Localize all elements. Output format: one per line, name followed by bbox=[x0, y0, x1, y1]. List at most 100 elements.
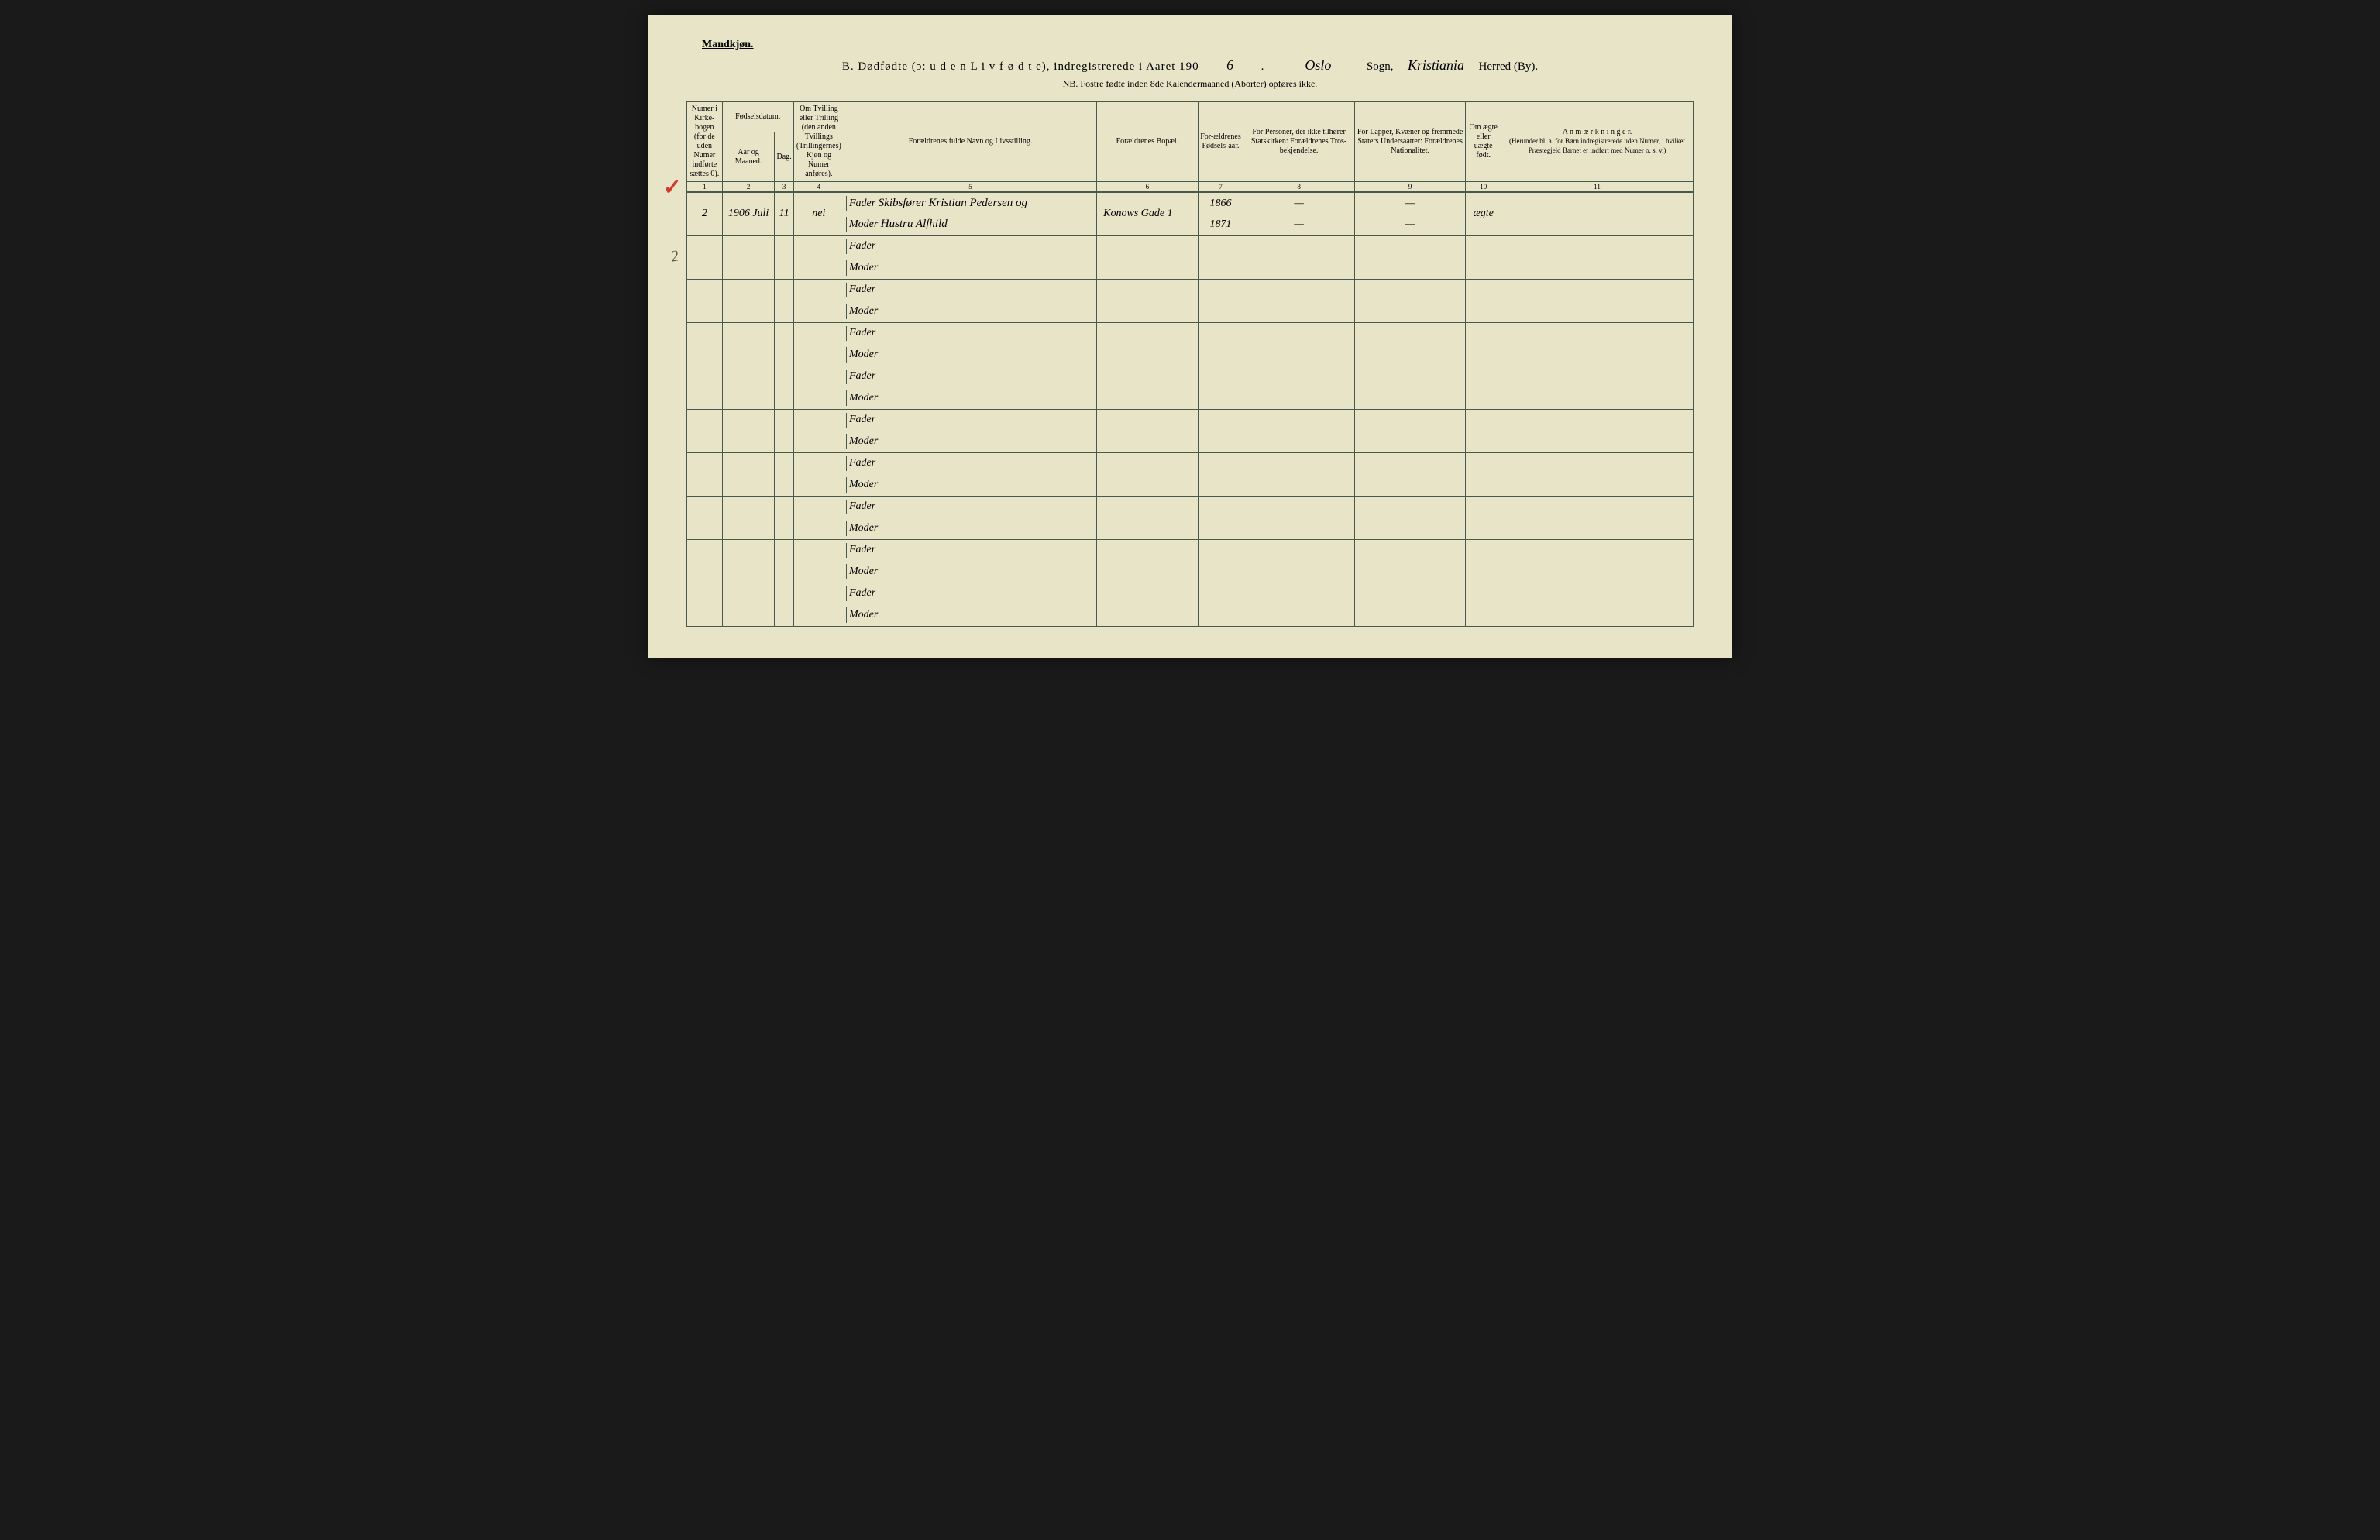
empty-my bbox=[1198, 301, 1243, 322]
empty-fy bbox=[1198, 539, 1243, 561]
empty-num bbox=[687, 452, 723, 496]
empty-c8f bbox=[1243, 279, 1355, 301]
empty-fy bbox=[1198, 235, 1243, 257]
col-11-header: A n m æ r k n i n g e r. (Herunder bl. a… bbox=[1501, 102, 1694, 182]
empty-c9m bbox=[1354, 301, 1466, 322]
empty-remarks bbox=[1501, 409, 1694, 452]
nb-note: NB. Fostre fødte inden 8de Kalendermaane… bbox=[686, 78, 1694, 90]
empty-c8m bbox=[1243, 474, 1355, 496]
empty-my bbox=[1198, 344, 1243, 366]
empty-remarks bbox=[1501, 322, 1694, 366]
colnum-5: 5 bbox=[844, 182, 1096, 193]
red-checkmark-annotation: ✓ bbox=[663, 174, 681, 201]
empty-row-fader: Fader bbox=[687, 496, 1694, 517]
empty-legit bbox=[1466, 366, 1501, 409]
empty-my bbox=[1198, 474, 1243, 496]
empty-my bbox=[1198, 561, 1243, 583]
empty-ym bbox=[722, 279, 775, 322]
empty-c8f bbox=[1243, 322, 1355, 344]
empty-day bbox=[775, 583, 793, 626]
empty-num bbox=[687, 539, 723, 583]
empty-legit bbox=[1466, 452, 1501, 496]
entry-1-fader-cell: Fader Skibsfører Kristian Pedersen og bbox=[844, 192, 1096, 214]
document-page: ✓ 2 Mandkjøn. B. Dødfødte (ɔ: u d e n L … bbox=[648, 15, 1732, 658]
empty-ym bbox=[722, 539, 775, 583]
empty-moder-cell: Moder bbox=[844, 301, 1096, 322]
empty-bopael bbox=[1097, 452, 1198, 496]
empty-num bbox=[687, 279, 723, 322]
empty-twin bbox=[793, 279, 844, 322]
empty-day bbox=[775, 539, 793, 583]
col-10-header: Om ægte eller uægte født. bbox=[1466, 102, 1501, 182]
table-body: 2 1906 Juli 11 nei Fader Skibsfører Kris… bbox=[687, 192, 1694, 626]
empty-legit bbox=[1466, 279, 1501, 322]
empty-remarks bbox=[1501, 539, 1694, 583]
entry-1-legit: ægte bbox=[1466, 192, 1501, 235]
entry-1-moder-name: Hustru Alfhild bbox=[881, 218, 948, 230]
empty-num bbox=[687, 409, 723, 452]
empty-num bbox=[687, 235, 723, 279]
empty-moder-cell: Moder bbox=[844, 474, 1096, 496]
empty-twin bbox=[793, 409, 844, 452]
register-table: Numer i Kirke-bogen (for de uden Numer i… bbox=[686, 101, 1694, 627]
empty-legit bbox=[1466, 496, 1501, 539]
empty-c8f bbox=[1243, 235, 1355, 257]
empty-fader-cell: Fader bbox=[844, 409, 1096, 431]
empty-moder-cell: Moder bbox=[844, 517, 1096, 539]
empty-c9f bbox=[1354, 539, 1466, 561]
empty-my bbox=[1198, 431, 1243, 452]
empty-bopael bbox=[1097, 322, 1198, 366]
empty-bopael bbox=[1097, 583, 1198, 626]
empty-bopael bbox=[1097, 539, 1198, 583]
empty-twin bbox=[793, 452, 844, 496]
herred-value: Kristiania bbox=[1405, 57, 1467, 74]
col-6-header: Forældrenes Bopæl. bbox=[1097, 102, 1198, 182]
empty-fader-cell: Fader bbox=[844, 583, 1096, 604]
empty-fy bbox=[1198, 279, 1243, 301]
empty-moder-cell: Moder bbox=[844, 257, 1096, 279]
empty-day bbox=[775, 366, 793, 409]
empty-row-fader: Fader bbox=[687, 279, 1694, 301]
empty-legit bbox=[1466, 539, 1501, 583]
empty-c9m bbox=[1354, 257, 1466, 279]
empty-c8m bbox=[1243, 257, 1355, 279]
entry-1-c9-f: — bbox=[1354, 192, 1466, 214]
empty-my bbox=[1198, 604, 1243, 626]
fader-label: Fader bbox=[849, 198, 875, 209]
empty-c8m bbox=[1243, 387, 1355, 409]
empty-num bbox=[687, 322, 723, 366]
empty-num bbox=[687, 583, 723, 626]
empty-num bbox=[687, 366, 723, 409]
empty-c9f bbox=[1354, 366, 1466, 387]
entry-1-twin: nei bbox=[793, 192, 844, 235]
empty-legit bbox=[1466, 583, 1501, 626]
empty-row-fader: Fader bbox=[687, 322, 1694, 344]
empty-c8m bbox=[1243, 431, 1355, 452]
empty-c8f bbox=[1243, 496, 1355, 517]
empty-c9f bbox=[1354, 235, 1466, 257]
entry-1-num: 2 bbox=[687, 192, 723, 235]
empty-fader-cell: Fader bbox=[844, 235, 1096, 257]
entry-1-moder-year: 1871 bbox=[1198, 214, 1243, 235]
empty-c8m bbox=[1243, 301, 1355, 322]
title-prefix: B. Dødfødte (ɔ: u d e n L i v f ø d t e)… bbox=[842, 60, 1199, 73]
moder-label: Moder bbox=[849, 218, 878, 230]
empty-moder-cell: Moder bbox=[844, 604, 1096, 626]
col-4-header: Om Tvilling eller Trilling (den anden Tv… bbox=[793, 102, 844, 182]
empty-fy bbox=[1198, 322, 1243, 344]
empty-c8f bbox=[1243, 583, 1355, 604]
colnum-7: 7 bbox=[1198, 182, 1243, 193]
year-handwritten: 6 bbox=[1199, 57, 1261, 74]
empty-num bbox=[687, 496, 723, 539]
col-7-header: For-ældrenes Fødsels-aar. bbox=[1198, 102, 1243, 182]
column-number-row: 1 2 3 4 5 6 7 8 9 10 11 bbox=[687, 182, 1694, 193]
empty-moder-cell: Moder bbox=[844, 431, 1096, 452]
empty-moder-cell: Moder bbox=[844, 387, 1096, 409]
empty-c9f bbox=[1354, 279, 1466, 301]
empty-ym bbox=[722, 366, 775, 409]
entry-1-c8-m: — bbox=[1243, 214, 1355, 235]
sogn-label: Sogn, bbox=[1367, 60, 1394, 73]
col-8-header: For Personer, der ikke tilhører Statskir… bbox=[1243, 102, 1355, 182]
entry-1-c9-m: — bbox=[1354, 214, 1466, 235]
empty-c8m bbox=[1243, 517, 1355, 539]
